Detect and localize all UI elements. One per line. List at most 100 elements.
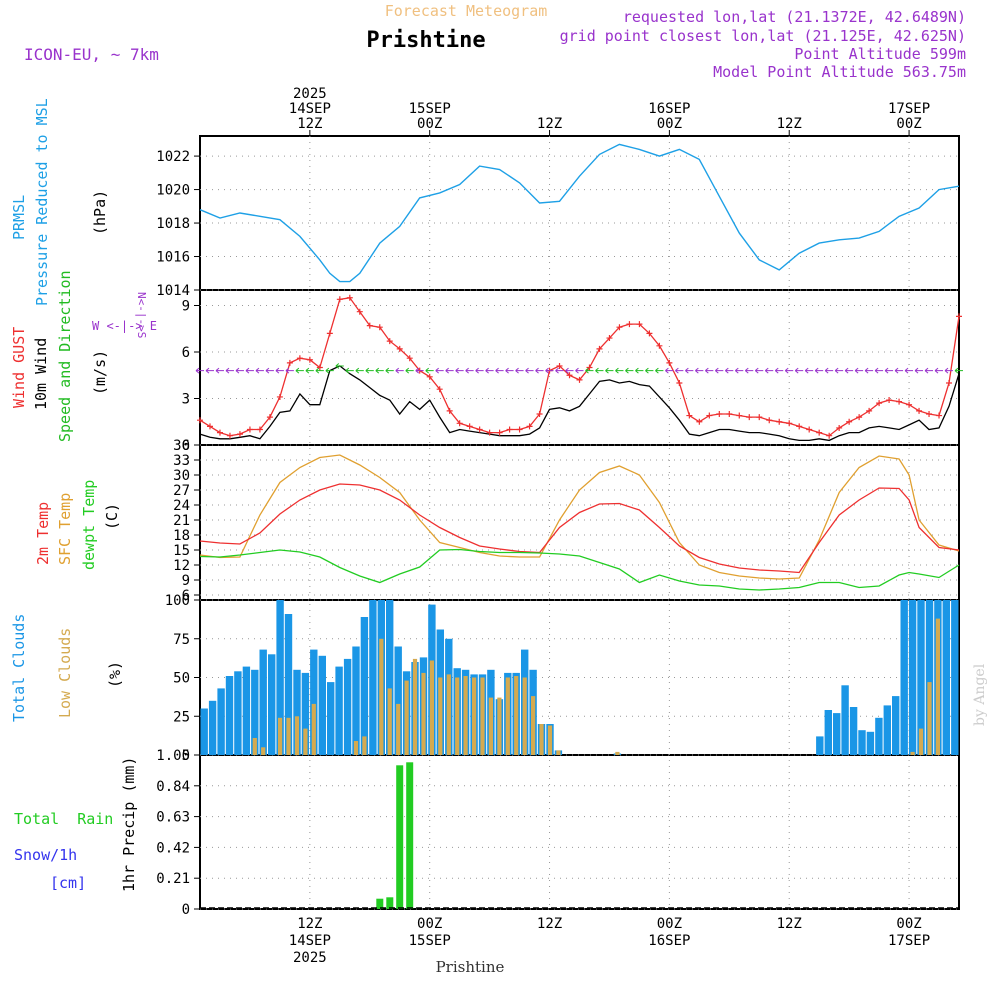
low-cloud-bar	[353, 741, 359, 755]
precip-panel-frame	[199, 754, 960, 910]
total-cloud-bar	[310, 649, 318, 755]
rain-bar	[396, 765, 404, 909]
wind-dir-arrow	[225, 367, 234, 374]
gust-marker	[866, 407, 873, 414]
total-cloud-bar	[234, 671, 242, 755]
y-tick-label: 1014	[156, 283, 190, 299]
wind-dir-arrow	[295, 367, 304, 374]
gust-marker	[846, 418, 853, 425]
y-tick-label: 0	[182, 438, 190, 454]
wind-dir-arrow	[595, 367, 604, 374]
wind-dir-arrow	[864, 367, 874, 374]
gust-marker	[806, 426, 813, 433]
y-tick-label: 3	[182, 392, 190, 408]
gust-marker	[756, 414, 763, 421]
wind-dir-arrow	[754, 367, 764, 374]
wind-dir-arrow	[794, 367, 804, 374]
y-tick-label: 24	[173, 498, 190, 514]
gust-marker	[946, 380, 953, 386]
y-tick-label: 12	[173, 558, 190, 574]
wind-dir-arrow	[874, 367, 884, 374]
bottom-time-label: 12Z	[777, 916, 802, 932]
low-cloud-bar	[396, 703, 401, 755]
top-time-label: 00Z	[657, 116, 682, 132]
wind-dir-arrow	[495, 367, 504, 374]
wind-compass-label: W <-|-> E	[92, 319, 157, 333]
footer-location: Prishtine	[436, 958, 505, 976]
y-tick-label: 30	[173, 468, 190, 484]
low-cloud-bar	[429, 660, 434, 755]
gust-marker	[876, 400, 883, 407]
wind-dir-arrow	[814, 367, 824, 374]
gust-marker	[376, 324, 383, 331]
wind-dir-arrow	[924, 367, 934, 374]
rain-bar	[406, 762, 414, 909]
gust-marker	[306, 356, 313, 363]
gust-marker	[216, 429, 223, 436]
gust-marker	[596, 345, 603, 352]
wind-dir-arrow	[235, 367, 244, 374]
gust-marker	[266, 414, 273, 421]
total-cloud-bar	[318, 655, 326, 755]
wind-dir-arrow	[744, 367, 754, 374]
precip-series	[200, 762, 959, 909]
wind-dir-arrow	[535, 367, 544, 374]
total-cloud-bar	[268, 654, 276, 756]
bottom-time-label: 2025	[293, 950, 327, 966]
gust-marker	[466, 423, 473, 430]
watermark: by Angel	[972, 663, 988, 726]
gust-marker	[296, 355, 303, 362]
wind-dir-arrow	[395, 367, 404, 374]
wind-dir-arrow	[734, 367, 744, 374]
total-cloud-bar	[833, 713, 841, 755]
low-cloud-bar	[294, 716, 300, 756]
top-time-label: 12Z	[297, 116, 322, 132]
low-cloud-bar	[278, 717, 283, 755]
precip-cm-label: [cm]	[50, 874, 86, 892]
gust-marker	[356, 308, 363, 315]
wind-dir-arrow	[475, 367, 484, 374]
wind-compass-vertical: N<-|->S	[135, 292, 148, 338]
total-cloud-bar	[360, 617, 369, 755]
bottom-time-label: 12Z	[297, 916, 322, 932]
gust-marker	[616, 324, 623, 331]
y-tick-label: 1022	[156, 149, 190, 165]
wind-dir-arrow	[465, 367, 474, 374]
total-cloud-bar	[284, 614, 293, 755]
pressure-series	[199, 143, 960, 283]
total-cloud-bar	[841, 685, 849, 756]
gust-marker	[426, 373, 433, 380]
wind-dir-arrow	[315, 367, 324, 374]
wind-dir-arrow	[425, 367, 434, 374]
low-cloud-bar	[311, 703, 316, 755]
y-tick-label: 18	[173, 528, 190, 544]
y-tick-label: 9	[182, 299, 190, 315]
wind-gust-line	[199, 297, 960, 437]
wind-series	[195, 294, 963, 442]
y-tick-label: 0.21	[156, 871, 190, 887]
gust-marker	[246, 426, 253, 433]
total-cloud-bar	[908, 600, 917, 755]
wind-dir-arrow	[944, 367, 954, 374]
low-cloud-bar	[261, 747, 266, 756]
wind-dir-arrow	[555, 367, 564, 374]
gust-marker	[746, 414, 753, 421]
y-tick-label: 0	[182, 748, 190, 764]
total-cloud-bar	[824, 710, 832, 755]
gust-marker	[436, 386, 443, 393]
y-tick-label: 50	[173, 671, 190, 687]
y-tick-label: 33	[173, 453, 190, 469]
gust-marker	[226, 432, 233, 439]
wind-dir-arrow	[904, 367, 914, 374]
gust-marker	[796, 423, 803, 430]
total-cloud-bar	[276, 600, 284, 755]
wind-dir-arrow	[724, 367, 734, 374]
gust-marker	[926, 411, 933, 417]
gust-marker	[206, 423, 213, 430]
low-cloud-bar	[438, 677, 443, 755]
y-tick-label: 0	[182, 902, 190, 918]
gust-marker	[506, 426, 513, 433]
wind-dir-arrow	[375, 367, 384, 374]
total-cloud-bar	[866, 731, 875, 756]
